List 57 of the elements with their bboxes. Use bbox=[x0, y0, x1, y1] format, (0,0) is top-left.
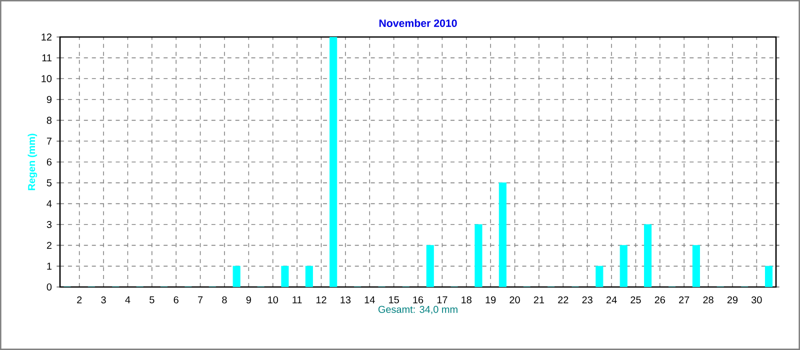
bar bbox=[232, 266, 240, 287]
x-tick-label: 19 bbox=[486, 296, 496, 304]
x-tick-label: 15 bbox=[389, 296, 399, 304]
x-tick-label: 3 bbox=[101, 296, 106, 304]
x-tick-label: 21 bbox=[534, 296, 544, 304]
x-tick-label: 4 bbox=[125, 296, 130, 304]
x-tick-label: 17 bbox=[437, 296, 448, 304]
x-tick-label: 9 bbox=[246, 296, 251, 304]
bar bbox=[330, 36, 338, 287]
x-tick-label: 5 bbox=[150, 296, 154, 304]
bar bbox=[281, 266, 289, 287]
x-tick-label: 13 bbox=[340, 296, 351, 304]
y-tick-label: 1 bbox=[47, 262, 52, 270]
x-tick-label: 30 bbox=[751, 296, 762, 304]
y-tick-label: 4 bbox=[46, 200, 52, 208]
bar bbox=[305, 266, 313, 287]
x-tick-label: 29 bbox=[727, 296, 738, 304]
bar bbox=[644, 224, 652, 287]
x-tick-label: 6 bbox=[174, 296, 178, 304]
bar bbox=[474, 224, 482, 287]
bar bbox=[764, 266, 773, 287]
x-tick-label: 14 bbox=[364, 296, 375, 304]
x-tick-label: 11 bbox=[292, 296, 302, 304]
y-tick-label: 6 bbox=[46, 158, 52, 166]
y-tick-label: 8 bbox=[46, 116, 52, 124]
y-tick-label: 9 bbox=[46, 96, 52, 104]
y-axis-title: Regen (mm) bbox=[28, 134, 38, 190]
x-tick-label: 25 bbox=[630, 296, 641, 304]
bar bbox=[498, 182, 506, 287]
y-tick-label: 3 bbox=[46, 220, 52, 228]
y-tick-label: 5 bbox=[46, 179, 52, 186]
y-tick-label: 10 bbox=[42, 75, 52, 82]
x-tick-label: 23 bbox=[582, 296, 592, 304]
x-tick-label: 2 bbox=[77, 296, 82, 304]
x-tick-label: 27 bbox=[679, 296, 690, 304]
x-tick-label: 24 bbox=[606, 296, 617, 304]
x-tick-label: 26 bbox=[654, 296, 666, 304]
x-axis-title: Gesamt: 34,0 mm bbox=[378, 306, 458, 314]
x-tick-label: 20 bbox=[510, 296, 520, 304]
x-tick-label: 28 bbox=[703, 296, 714, 304]
x-tick-label: 18 bbox=[462, 296, 472, 304]
chart-title: November 2010 bbox=[379, 19, 457, 27]
x-tick-label: 22 bbox=[558, 296, 568, 304]
x-tick-label: 10 bbox=[268, 296, 278, 304]
bar bbox=[692, 245, 700, 287]
y-tick-label: 2 bbox=[46, 242, 52, 249]
y-tick-label: 12 bbox=[42, 34, 52, 40]
x-tick-label: 8 bbox=[222, 296, 227, 304]
y-tick-label: 0 bbox=[46, 283, 52, 291]
x-tick-label: 16 bbox=[413, 296, 424, 304]
bar bbox=[426, 245, 434, 287]
bar bbox=[596, 266, 604, 287]
x-tick-label: 12 bbox=[316, 296, 326, 304]
bar bbox=[620, 245, 628, 287]
x-tick-label: 7 bbox=[198, 296, 203, 304]
y-tick-label: 7 bbox=[46, 138, 52, 145]
y-tick-label: 11 bbox=[42, 54, 52, 62]
